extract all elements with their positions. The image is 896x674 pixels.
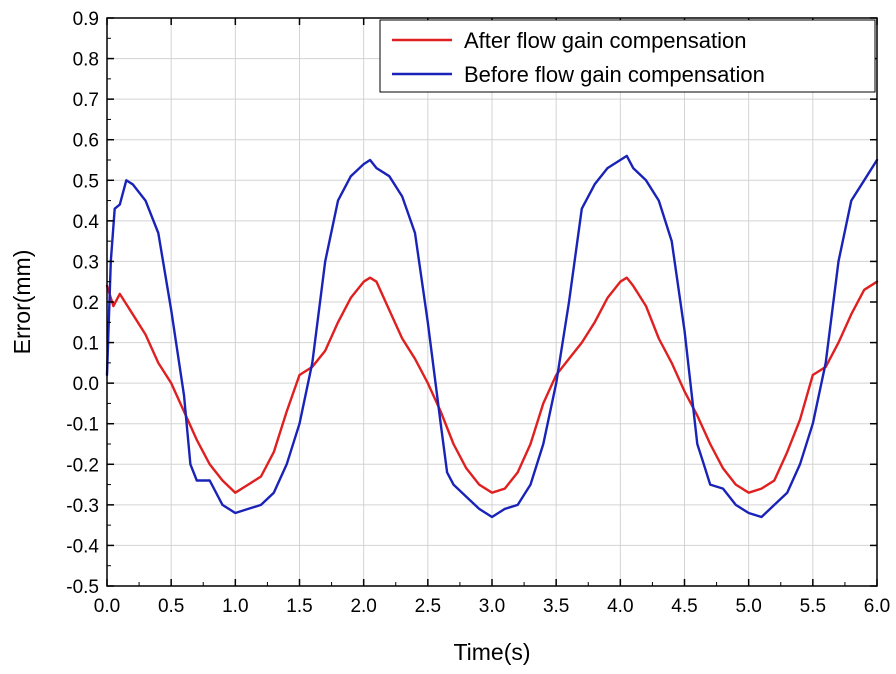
tick-layer: 0.0 0.5 1.0 1.5 2.0 2.5 3.0 3.5 4.0 4.5 5.0 5.5 6.0 -… [66, 9, 890, 617]
x-tick-label: 0.0 [94, 596, 120, 617]
series-layer [105, 154, 879, 519]
y-tick-label: 0.0 [73, 374, 99, 395]
x-tick-label: 1.0 [222, 596, 248, 617]
x-tick-label: 5.0 [735, 596, 761, 617]
y-tick-label: 0.6 [73, 131, 99, 152]
x-tick-label: 4.5 [671, 596, 697, 617]
y-tick-label: 0.7 [73, 90, 99, 111]
x-tick-label: 3.5 [543, 596, 569, 617]
legend-box [379, 19, 876, 93]
x-tick-label: 4.0 [607, 596, 633, 617]
grid-layer [106, 17, 878, 587]
x-tick-label: 0.5 [158, 596, 184, 617]
x-tick-label: 3.0 [479, 596, 505, 617]
x-tick-label: 1.5 [286, 596, 312, 617]
x-tick-label: 2.5 [415, 596, 441, 617]
y-axis-title: Error(mm) [9, 250, 35, 355]
y-tick-label: 0.8 [73, 50, 99, 71]
y-tick-label: -0.4 [66, 536, 99, 557]
legend-label-before: Before flow gain compensation [464, 62, 765, 87]
legend: After flow gain compensation Before flow… [379, 19, 876, 93]
y-tick-label: 0.2 [73, 293, 99, 314]
series-line-before [105, 154, 879, 519]
y-tick-label: 0.3 [73, 252, 99, 273]
y-tick-label: -0.2 [66, 455, 99, 476]
y-tick-label: -0.1 [66, 415, 99, 436]
y-tick-label: 0.1 [73, 334, 99, 355]
x-axis-title: Time(s) [453, 639, 530, 665]
y-tick-label: 0.9 [73, 9, 99, 30]
legend-label-after: After flow gain compensation [464, 28, 747, 53]
x-tick-label: 2.0 [350, 596, 376, 617]
series-line-after [105, 276, 879, 494]
x-tick-label: 5.5 [800, 596, 826, 617]
y-tick-label: 0.4 [73, 212, 100, 233]
y-tick-label: -0.5 [66, 577, 99, 598]
y-tick-label: -0.3 [66, 496, 99, 517]
y-tick-label: 0.5 [73, 171, 99, 192]
x-tick-label: 6.0 [864, 596, 890, 617]
